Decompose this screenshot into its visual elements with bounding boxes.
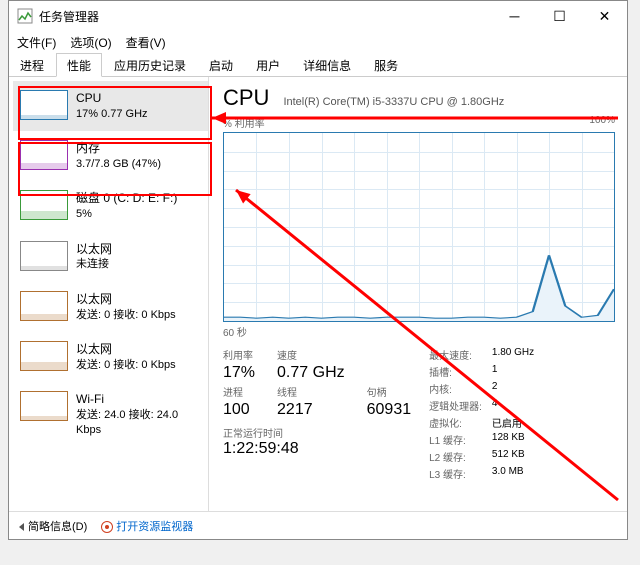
cpu-model: Intel(R) Core(TM) i5-3337U CPU @ 1.80GHz: [283, 96, 504, 108]
stat-label: 最大速度:: [429, 347, 482, 362]
sidebar-item-2[interactable]: 磁盘 0 (C: D: E: F:)5%: [13, 181, 208, 231]
stat-label: [367, 347, 412, 362]
stat-value: 512 KB: [492, 449, 534, 464]
tab-0[interactable]: 进程: [9, 53, 55, 77]
sidebar-item-6[interactable]: Wi-Fi发送: 24.0 接收: 24.0 Kbps: [13, 382, 208, 448]
task-manager-window: 任务管理器 ─ ☐ ✕ 文件(F) 选项(O) 查看(V) 进程性能应用历史记录…: [8, 0, 628, 540]
stat-handles: 60931: [367, 401, 412, 419]
uptime-label: 正常运行时间: [223, 425, 411, 440]
tab-2[interactable]: 应用历史记录: [103, 53, 197, 77]
maximize-button[interactable]: ☐: [537, 1, 582, 31]
thumb-icon: [20, 140, 68, 170]
titlebar: 任务管理器 ─ ☐ ✕: [9, 1, 627, 31]
sidebar-text: 以太网未连接: [76, 241, 112, 273]
open-resource-monitor[interactable]: 打开资源监视器: [101, 518, 193, 534]
stats-right: 最大速度: 1.80 GHz 插槽: 1 内核: 2 逻辑处理器: 4 虚拟化: 已启用 L1 缓存…: [429, 347, 534, 481]
sidebar: CPU17% 0.77 GHz 内存3.7/7.8 GB (47%) 磁盘 0 (C…: [9, 77, 209, 511]
stats-left: 利用率 速度 17% 0.77 GHz 进程 线程 句柄 100 2217 60…: [223, 347, 411, 481]
titlebar-controls: ─ ☐ ✕: [492, 1, 627, 31]
content: CPU17% 0.77 GHz内存3.7/7.8 GB (47%)磁盘 0 (C…: [9, 77, 627, 511]
sidebar-item-3[interactable]: 以太网未连接: [13, 232, 208, 282]
stat-value: 1.80 GHz: [492, 347, 534, 362]
sidebar-text: Wi-Fi发送: 24.0 接收: 24.0 Kbps: [76, 391, 201, 439]
sidebar-text: 以太网发送: 0 接收: 0 Kbps: [76, 291, 176, 323]
tab-1[interactable]: 性能: [56, 53, 102, 77]
window-title: 任务管理器: [39, 8, 99, 25]
thumb-icon: [20, 391, 68, 421]
stat-label: L3 缓存:: [429, 466, 482, 481]
stat-util: 17%: [223, 364, 255, 382]
footer: 简略信息(D) 打开资源监视器: [9, 511, 627, 539]
sidebar-item-1[interactable]: 内存3.7/7.8 GB (47%): [13, 131, 208, 181]
tab-4[interactable]: 用户: [245, 53, 291, 77]
thumb-icon: [20, 241, 68, 271]
stat-label: 虚拟化:: [429, 415, 482, 430]
minimize-button[interactable]: ─: [492, 1, 537, 31]
tab-6[interactable]: 服务: [363, 53, 409, 77]
sidebar-item-0[interactable]: CPU17% 0.77 GHz: [13, 81, 208, 131]
uptime-value: 1:22:59:48: [223, 440, 411, 458]
chart-label-left: % 利用率: [223, 115, 265, 130]
stat-value: 128 KB: [492, 432, 534, 447]
stat-label: 内核:: [429, 381, 482, 396]
stat-value: 4: [492, 398, 534, 413]
menu-file[interactable]: 文件(F): [17, 34, 56, 51]
stat-label: L1 缓存:: [429, 432, 482, 447]
tabs: 进程性能应用历史记录启动用户详细信息服务: [9, 53, 627, 77]
stat-threads: 2217: [277, 401, 345, 419]
stat-speed: 0.77 GHz: [277, 364, 345, 382]
main-header: CPU Intel(R) Core(TM) i5-3337U CPU @ 1.8…: [223, 85, 615, 111]
main-panel: CPU Intel(R) Core(TM) i5-3337U CPU @ 1.8…: [209, 77, 627, 511]
stat-label: 利用率: [223, 347, 255, 362]
stat-blank: [367, 364, 412, 382]
stat-proc: 100: [223, 401, 255, 419]
target-icon: [101, 521, 113, 533]
thumb-icon: [20, 291, 68, 321]
close-button[interactable]: ✕: [582, 1, 627, 31]
stat-label: 速度: [277, 347, 345, 362]
chart-time-label: 60 秒: [223, 324, 615, 339]
sidebar-text: 内存3.7/7.8 GB (47%): [76, 140, 161, 172]
stat-value: 3.0 MB: [492, 466, 534, 481]
stats: 利用率 速度 17% 0.77 GHz 进程 线程 句柄 100 2217 60…: [223, 347, 615, 481]
thumb-icon: [20, 90, 68, 120]
sidebar-text: 以太网发送: 0 接收: 0 Kbps: [76, 341, 176, 373]
stat-label: 进程: [223, 384, 255, 399]
uptime-block: 正常运行时间 1:22:59:48: [223, 425, 411, 458]
stat-label: 线程: [277, 384, 345, 399]
chart-label-right: 100%: [589, 115, 615, 130]
stat-label: 句柄: [367, 384, 412, 399]
cpu-chart: [223, 132, 615, 322]
tab-5[interactable]: 详细信息: [292, 53, 362, 77]
stat-label: 插槽:: [429, 364, 482, 379]
stat-label: 逻辑处理器:: [429, 398, 482, 413]
menu-options[interactable]: 选项(O): [70, 34, 111, 51]
sidebar-text: CPU17% 0.77 GHz: [76, 90, 148, 122]
chart-labels: % 利用率 100%: [223, 115, 615, 130]
menubar: 文件(F) 选项(O) 查看(V): [9, 31, 627, 53]
tab-3[interactable]: 启动: [198, 53, 244, 77]
thumb-icon: [20, 341, 68, 371]
chevron-left-icon: [19, 523, 24, 531]
sidebar-item-5[interactable]: 以太网发送: 0 接收: 0 Kbps: [13, 332, 208, 382]
stat-value: 已启用: [492, 415, 534, 430]
sidebar-item-4[interactable]: 以太网发送: 0 接收: 0 Kbps: [13, 282, 208, 332]
stat-value: 1: [492, 364, 534, 379]
app-icon: [17, 8, 33, 24]
sidebar-text: 磁盘 0 (C: D: E: F:)5%: [76, 190, 177, 222]
stat-value: 2: [492, 381, 534, 396]
stat-label: L2 缓存:: [429, 449, 482, 464]
thumb-icon: [20, 190, 68, 220]
panel-title: CPU: [223, 85, 269, 111]
menu-view[interactable]: 查看(V): [126, 34, 166, 51]
brief-info-toggle[interactable]: 简略信息(D): [19, 518, 87, 534]
